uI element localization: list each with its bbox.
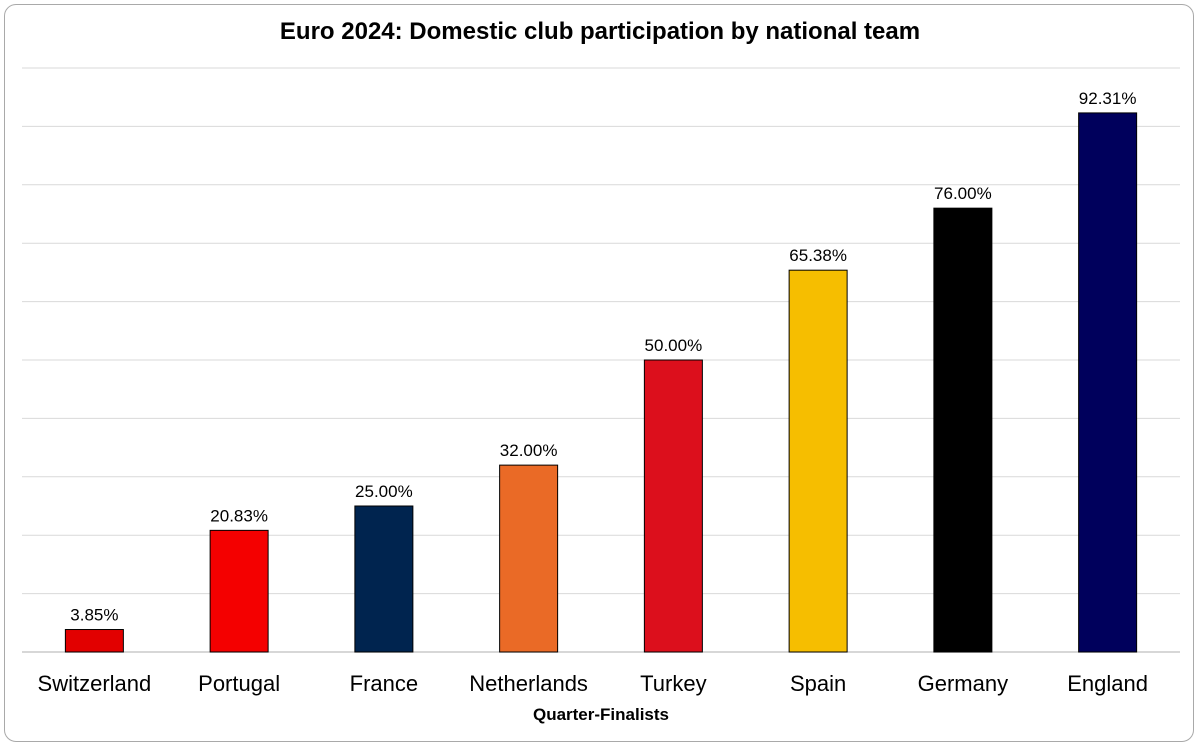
value-labels: 3.85% 20.83% 25.00% 32.00% 50.00% 65.38% 76.00… <box>70 89 1136 625</box>
category-label-netherlands: Netherlands <box>469 671 588 696</box>
bar-germany <box>933 207 993 653</box>
x-axis-title: Quarter-Finalists <box>533 705 669 724</box>
value-label-spain: 65.38% <box>789 246 847 265</box>
value-label-germany: 76.00% <box>934 184 992 203</box>
bars <box>64 112 1138 653</box>
bar-spain <box>788 269 848 653</box>
category-label-switzerland: Switzerland <box>38 671 152 696</box>
bar-switzerland <box>64 629 124 653</box>
category-label-portugal: Portugal <box>198 671 280 696</box>
bar-turkey <box>643 359 703 653</box>
bar-portugal <box>209 529 269 653</box>
category-labels: Switzerland Portugal France Netherlands Turk… <box>38 671 1148 696</box>
value-label-switzerland: 3.85% <box>70 606 118 625</box>
category-label-spain: Spain <box>790 671 846 696</box>
chart-title: Euro 2024: Domestic club participation b… <box>279 18 921 45</box>
category-label-france: France <box>350 671 418 696</box>
chart-frame <box>4 4 1194 742</box>
category-label-england: England <box>1067 671 1148 696</box>
value-label-portugal: 20.83% <box>210 506 268 525</box>
bar-england <box>1078 112 1138 653</box>
bar-france <box>354 505 414 653</box>
category-label-germany: Germany <box>918 671 1008 696</box>
value-label-france: 25.00% <box>355 482 413 501</box>
value-label-netherlands: 32.00% <box>500 441 558 460</box>
gridlines <box>22 67 1180 653</box>
value-label-turkey: 50.00% <box>645 336 703 355</box>
bar-netherlands <box>499 464 559 653</box>
category-label-turkey: Turkey <box>640 671 706 696</box>
value-label-england: 92.31% <box>1079 89 1137 108</box>
